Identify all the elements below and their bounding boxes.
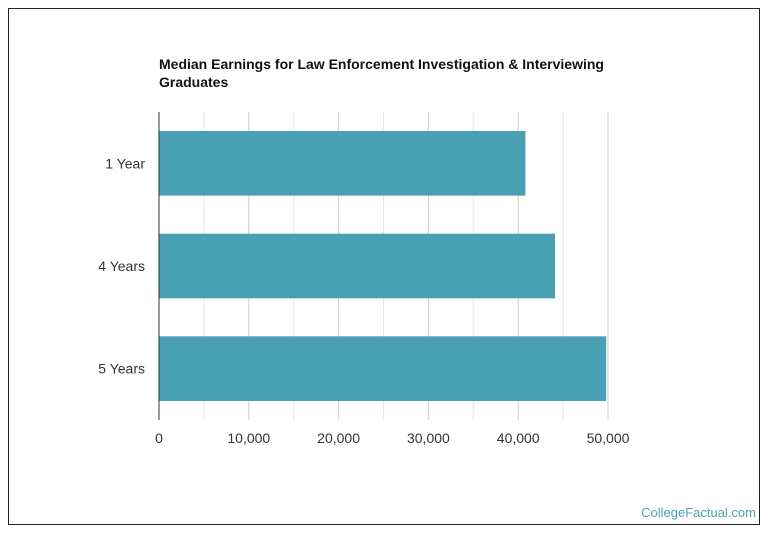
x-tick-label: 20,000	[317, 430, 360, 446]
bars	[159, 130, 607, 402]
source-watermark[interactable]: CollegeFactual.com	[641, 505, 756, 520]
x-tick-label: 10,000	[227, 430, 270, 446]
bar-5-years[interactable]	[159, 336, 607, 402]
bar-1-year[interactable]	[159, 130, 526, 196]
bar-4-years[interactable]	[159, 233, 556, 299]
category-label: 5 Years	[98, 361, 145, 377]
x-tick-labels: 0 10,000 20,000 30,000 40,000 50,000	[155, 430, 630, 446]
category-labels: 1 Year 4 Years 5 Years	[98, 155, 145, 376]
x-tick-label: 50,000	[587, 430, 630, 446]
x-tick-label: 30,000	[407, 430, 450, 446]
x-tick-label: 0	[155, 430, 163, 446]
category-label: 1 Year	[105, 155, 145, 171]
x-tick-label: 40,000	[497, 430, 540, 446]
chart-title: Median Earnings for Law Enforcement Inve…	[159, 56, 604, 90]
category-label: 4 Years	[98, 258, 145, 274]
